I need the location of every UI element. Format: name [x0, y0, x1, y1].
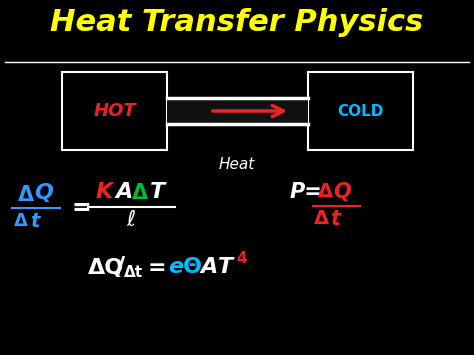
Text: Δ: Δ [14, 212, 28, 230]
Text: P=: P= [290, 182, 323, 202]
Text: =: = [148, 258, 167, 278]
Text: Heat Transfer Physics: Heat Transfer Physics [50, 8, 424, 37]
Text: Δt: Δt [124, 265, 143, 280]
Text: Δ: Δ [314, 209, 329, 228]
Text: T: T [150, 182, 165, 202]
Text: ΔQ: ΔQ [88, 258, 124, 278]
Text: /: / [116, 255, 125, 279]
Text: A: A [115, 182, 132, 202]
Text: T: T [218, 257, 233, 277]
Text: =: = [72, 196, 92, 220]
Text: COLD: COLD [337, 104, 383, 119]
Text: t: t [330, 209, 340, 229]
Text: A: A [200, 257, 217, 277]
Text: Q: Q [34, 183, 53, 203]
Text: Q: Q [333, 182, 351, 202]
Text: Θ: Θ [183, 257, 202, 277]
Text: HOT: HOT [94, 102, 137, 120]
Bar [167, 98, 308, 124]
Text: Δ: Δ [132, 183, 148, 203]
Bar [62, 72, 167, 150]
Text: Heat: Heat [219, 157, 255, 172]
Text: e: e [168, 257, 183, 277]
Text: t: t [30, 212, 39, 231]
Bar [308, 72, 413, 150]
Text: Δ: Δ [18, 185, 34, 205]
Text: ℓ: ℓ [126, 210, 135, 230]
Text: Δ: Δ [318, 182, 333, 201]
Text: K: K [96, 182, 113, 202]
Text: 4: 4 [236, 251, 246, 266]
